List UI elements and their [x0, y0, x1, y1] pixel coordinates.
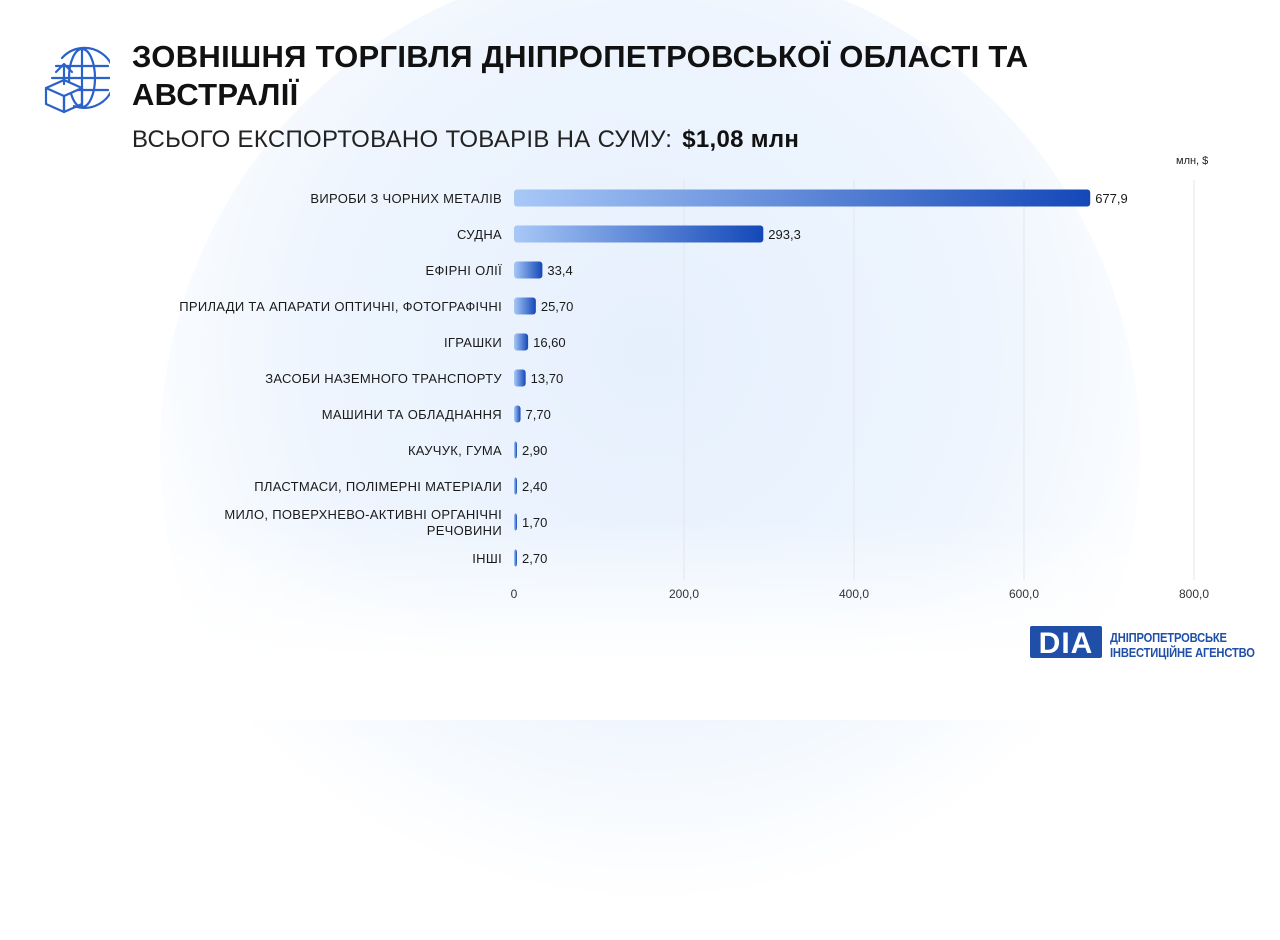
bar	[514, 405, 521, 423]
bar	[514, 189, 1091, 207]
export-total-label: ВСЬОГО ЕКСПОРТОВАНО ТОВАРІВ НА СУМУ:	[132, 126, 673, 153]
chart-unit-label: млн, $	[1176, 155, 1209, 167]
x-tick-label: 400,0	[839, 587, 869, 601]
category-label: ПЛАСТМАСИ, ПОЛІМЕРНІ МАТЕРІАЛИ	[254, 479, 502, 494]
category-label: ІГРАШКИ	[444, 335, 502, 350]
dia-logo: DIA	[1030, 626, 1102, 660]
background-fade	[0, 520, 1280, 720]
category-label: ЗАСОБИ НАЗЕМНОГО ТРАНСПОРТУ	[265, 371, 502, 386]
bar	[514, 297, 536, 315]
bar	[514, 513, 517, 531]
bar-value-label: 33,4	[547, 263, 572, 278]
category-label: ПРИЛАДИ ТА АПАРАТИ ОПТИЧНІ, ФОТОГРАФІЧНІ	[179, 299, 502, 314]
bar	[514, 441, 517, 459]
bar-value-label: 16,60	[533, 335, 566, 350]
agency-name-line2: ІНВЕСТИЦІЙНЕ АГЕНСТВО	[1110, 645, 1255, 660]
x-tick-label: 600,0	[1009, 587, 1039, 601]
agency-name: ДНІПРОПЕТРОВСЬКЕ ІНВЕСТИЦІЙНЕ АГЕНСТВО	[1110, 630, 1255, 660]
bar-value-label: 2,90	[522, 443, 547, 458]
bar	[514, 225, 764, 243]
category-label: ІНШІ	[472, 551, 502, 566]
category-label: КАУЧУК, ГУМА	[408, 443, 502, 458]
bar	[514, 261, 543, 279]
bar	[514, 369, 526, 387]
logo-mark: DIA	[1039, 627, 1094, 660]
category-label: СУДНА	[457, 227, 502, 242]
category-label: ВИРОБИ З ЧОРНИХ МЕТАЛІВ	[310, 191, 502, 206]
bar-value-label: 25,70	[541, 299, 574, 314]
x-tick-label: 200,0	[669, 587, 699, 601]
category-label: МАШИНИ ТА ОБЛАДНАННЯ	[322, 407, 502, 422]
agency-name-line1: ДНІПРОПЕТРОВСЬКЕ	[1110, 630, 1227, 645]
bar-value-label: 2,40	[522, 479, 547, 494]
bar-value-label: 677,9	[1095, 191, 1128, 206]
page-title: ЗОВНІШНЯ ТОРГІВЛЯ ДНІПРОПЕТРОВСЬКОЇ ОБЛА…	[132, 39, 1029, 112]
bar-value-label: 13,70	[531, 371, 564, 386]
category-label: ЕФІРНІ ОЛІЇ	[426, 263, 503, 278]
bar-value-label: 2,70	[522, 551, 547, 566]
globe-export-icon	[44, 46, 110, 114]
bar-value-label: 1,70	[522, 515, 547, 530]
x-tick-label: 0	[511, 587, 518, 601]
export-total: ВСЬОГО ЕКСПОРТОВАНО ТОВАРІВ НА СУМУ: $1,0…	[132, 126, 799, 154]
x-tick-label: 800,0	[1179, 587, 1209, 601]
bar	[514, 549, 517, 567]
category-label: МИЛО, ПОВЕРХНЕВО-АКТИВНІ ОРГАНІЧНІ РЕЧОВИ…	[224, 507, 502, 538]
bar-value-label: 7,70	[526, 407, 551, 422]
bar	[514, 477, 517, 495]
export-bar-chart: 0 200,0 400,0 600,0 800,0 ВИРОБИ З ЧОРНИХ МЕТ…	[179, 180, 1209, 601]
bar-value-label: 293,3	[768, 227, 801, 242]
export-total-amount: $1,08 млн	[682, 126, 800, 153]
bar	[514, 333, 529, 351]
